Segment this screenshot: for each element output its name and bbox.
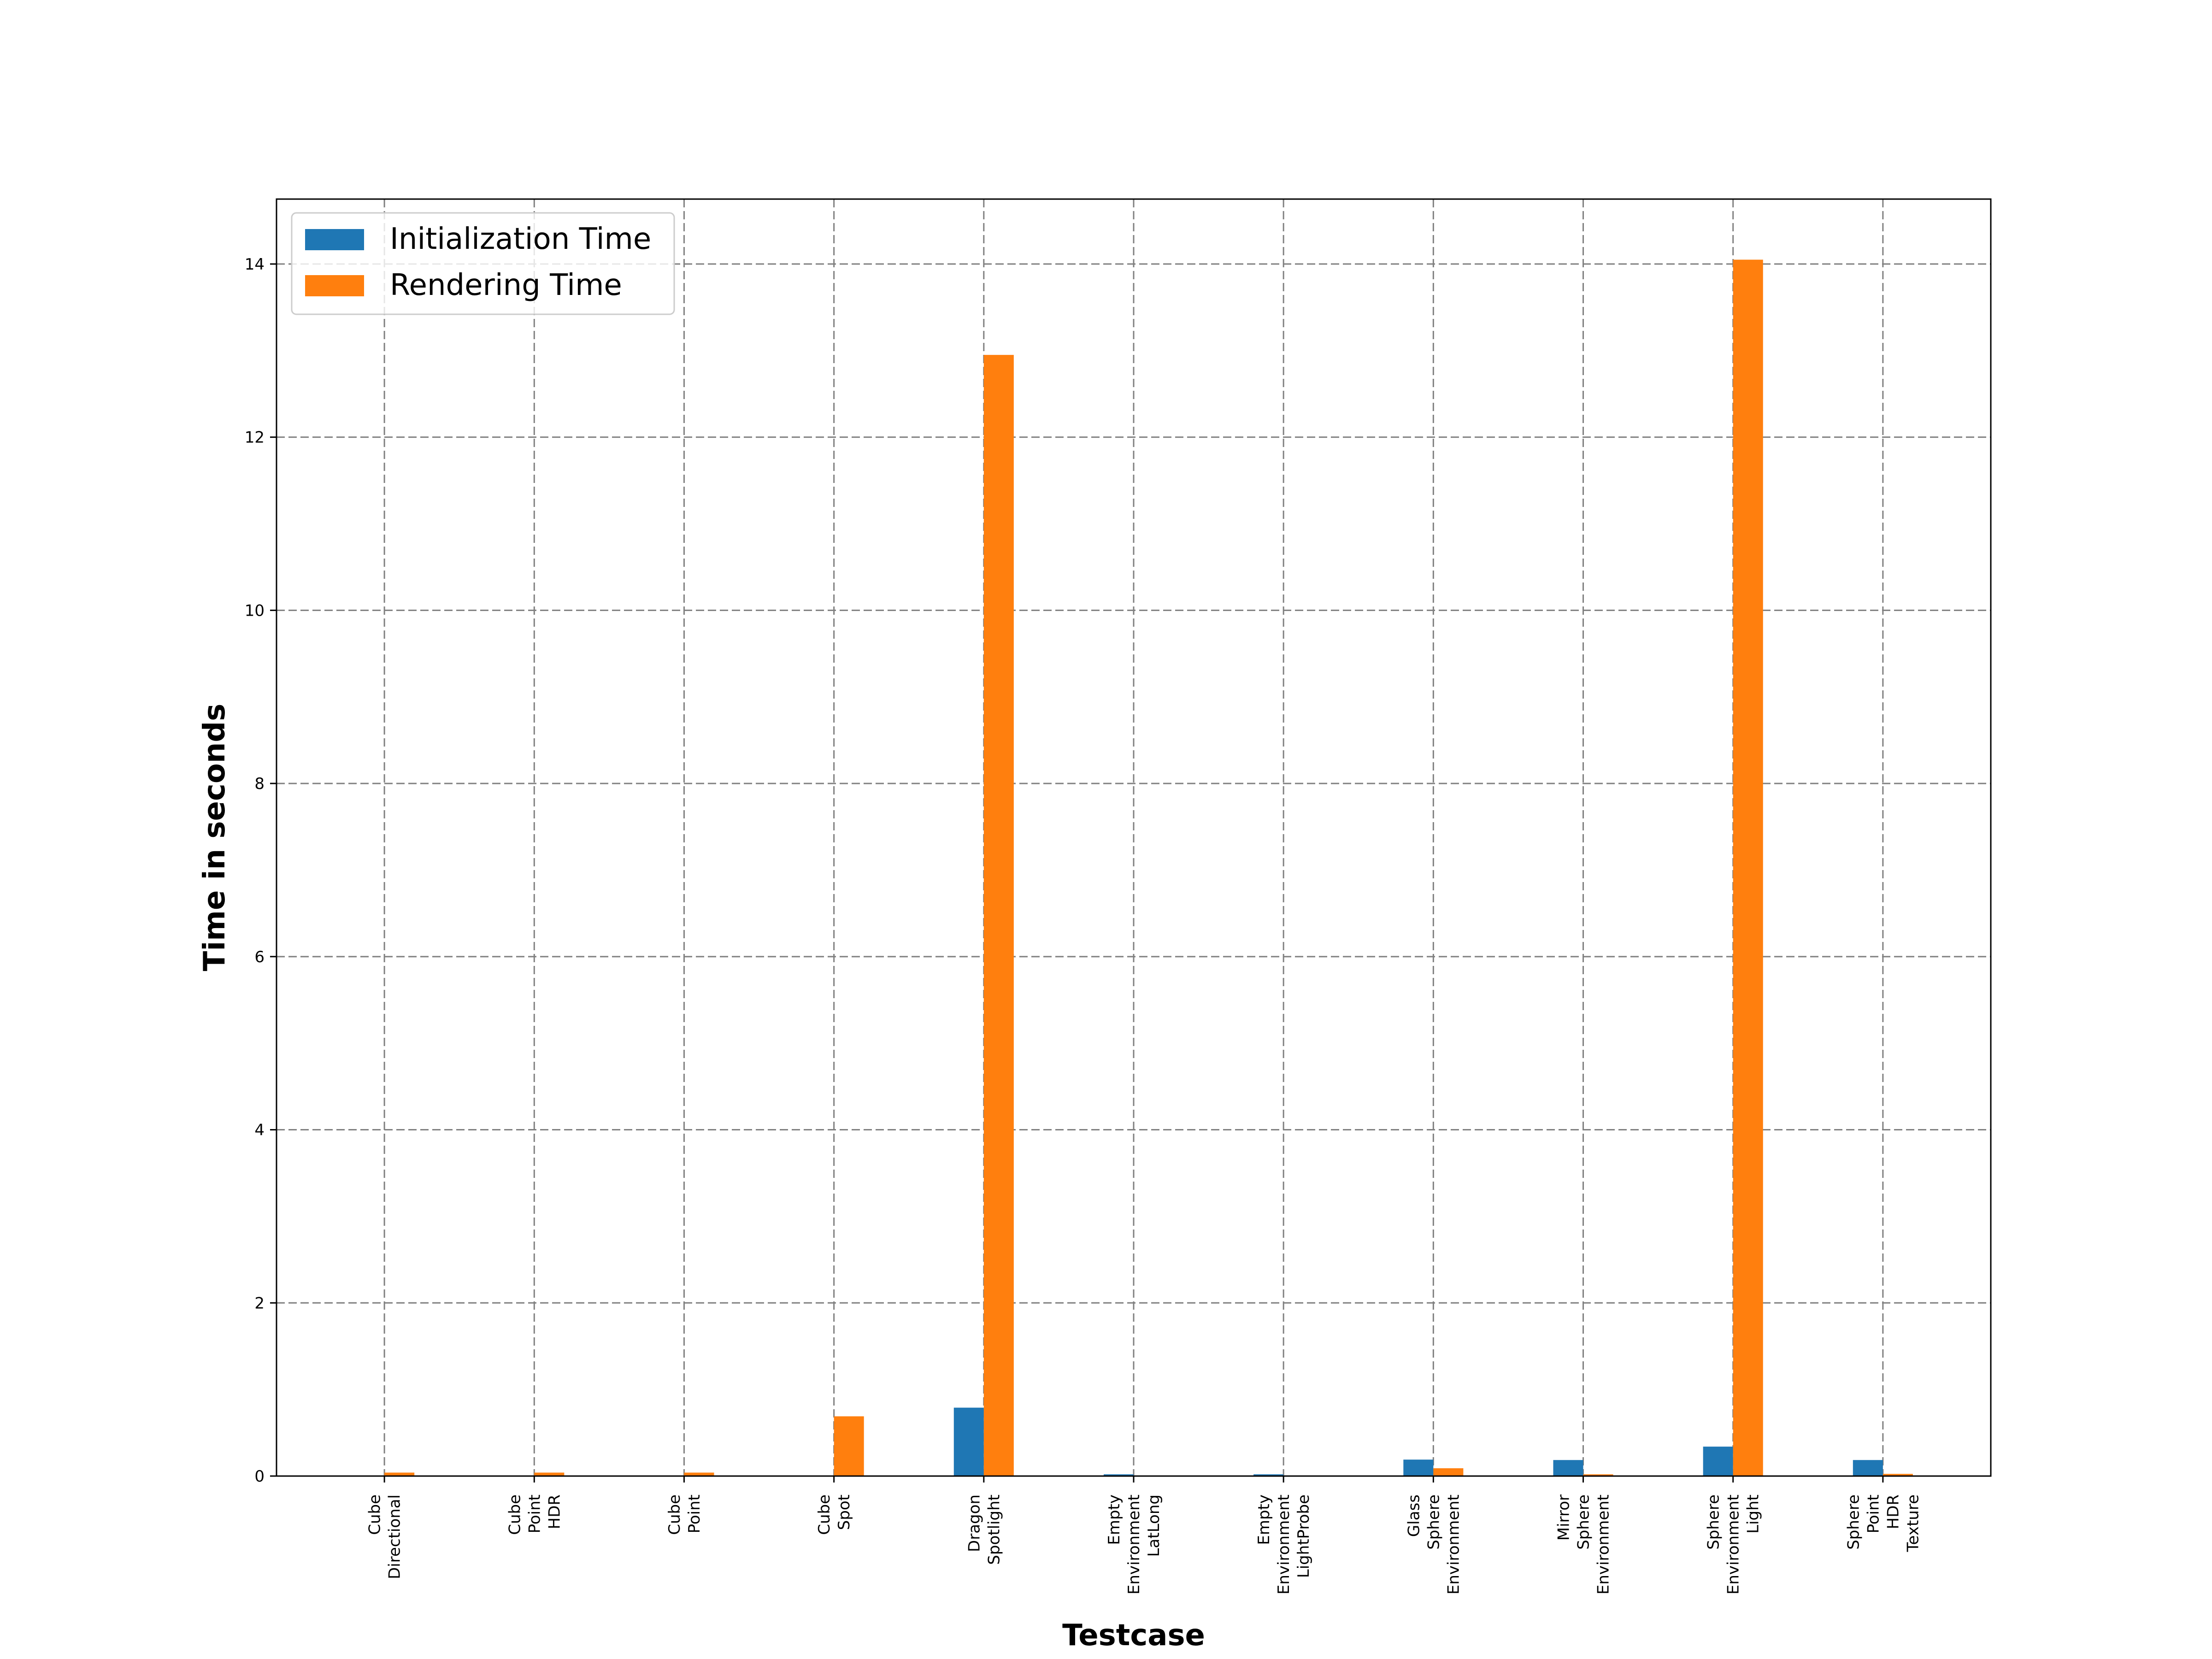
- x-tick-label: Cube: [366, 1494, 384, 1535]
- x-tick-label: Sphere: [1424, 1494, 1443, 1550]
- y-tick-label: 14: [245, 255, 265, 274]
- y-tick-label: 10: [245, 601, 265, 620]
- x-tick-label: Light: [1744, 1494, 1763, 1534]
- y-tick-label: 2: [254, 1294, 265, 1312]
- bar-rendering: [983, 355, 1014, 1476]
- legend-swatch-initialization: [305, 229, 364, 250]
- x-tick-label: Environment: [1444, 1494, 1463, 1594]
- x-tick-label: Empty: [1255, 1494, 1273, 1545]
- y-axis-label: Time in seconds: [198, 704, 232, 971]
- x-tick-label: Texture: [1904, 1494, 1922, 1552]
- bar-rendering: [534, 1472, 565, 1476]
- legend-swatch-rendering: [305, 275, 364, 296]
- x-tick-label: Glass: [1405, 1494, 1423, 1537]
- x-tick-label: Empty: [1105, 1494, 1124, 1545]
- x-tick-label: Environment: [1594, 1494, 1613, 1594]
- y-axis-ticks: 0 2 4 6 8 10 12 14: [245, 255, 276, 1486]
- legend: Initialization Time Rendering Time: [291, 212, 675, 315]
- x-tick-label: Cube: [665, 1494, 684, 1535]
- x-tick-label: HDR: [545, 1494, 564, 1529]
- x-tick-label: Cube: [506, 1494, 524, 1535]
- bar-rendering: [1433, 1468, 1464, 1476]
- x-tick-label: Spotlight: [985, 1494, 1003, 1565]
- bar-initialization: [1853, 1460, 1883, 1476]
- y-tick-label: 0: [254, 1467, 265, 1486]
- x-tick-label: Point: [525, 1494, 544, 1533]
- x-tick-label: LatLong: [1145, 1494, 1163, 1557]
- x-tick-label: Spot: [835, 1494, 853, 1530]
- x-tick-label: Point: [685, 1494, 704, 1533]
- x-tick-label: Mirror: [1555, 1494, 1573, 1541]
- y-tick-label: 6: [254, 948, 265, 966]
- bar-initialization: [953, 1407, 984, 1476]
- x-tick-label: Dragon: [965, 1494, 983, 1552]
- bar-rendering: [384, 1472, 415, 1476]
- x-axis-label: Testcase: [1062, 1618, 1205, 1653]
- x-tick-label: Cube: [815, 1494, 834, 1535]
- legend-label-initialization: Initialization Time: [390, 222, 651, 256]
- x-tick-label: LightProbe: [1294, 1494, 1313, 1578]
- y-tick-label: 8: [254, 775, 265, 793]
- y-tick-label: 4: [254, 1121, 265, 1140]
- bar-rendering: [684, 1472, 714, 1476]
- x-tick-label: Sphere: [1844, 1494, 1863, 1550]
- bar-initialization: [1253, 1474, 1284, 1476]
- y-tick-label: 12: [245, 429, 265, 447]
- x-tick-label: Sphere: [1575, 1494, 1593, 1550]
- bar-rendering: [834, 1416, 864, 1476]
- x-tick-label: Environment: [1125, 1494, 1143, 1594]
- legend-box: [291, 212, 675, 315]
- bars: [384, 259, 1913, 1476]
- x-tick-label: Environment: [1275, 1494, 1293, 1594]
- x-tick-label: Directional: [386, 1494, 404, 1579]
- x-axis-ticks: Cube Directional Cube Point HDR Cube Point Cube…: [366, 1476, 1922, 1594]
- bar-initialization: [1403, 1459, 1434, 1476]
- x-tick-label: Environment: [1724, 1494, 1743, 1594]
- bar-initialization: [1103, 1474, 1134, 1476]
- x-tick-label: Sphere: [1705, 1494, 1723, 1550]
- x-tick-label: Point: [1864, 1494, 1883, 1533]
- bar-rendering: [1883, 1474, 1913, 1476]
- legend-label-rendering: Rendering Time: [390, 268, 622, 302]
- bar-rendering: [1583, 1474, 1613, 1476]
- x-tick-label: HDR: [1884, 1494, 1902, 1529]
- bar-initialization: [1553, 1460, 1583, 1476]
- bar-initialization: [1703, 1447, 1733, 1476]
- bar-rendering: [1733, 259, 1763, 1476]
